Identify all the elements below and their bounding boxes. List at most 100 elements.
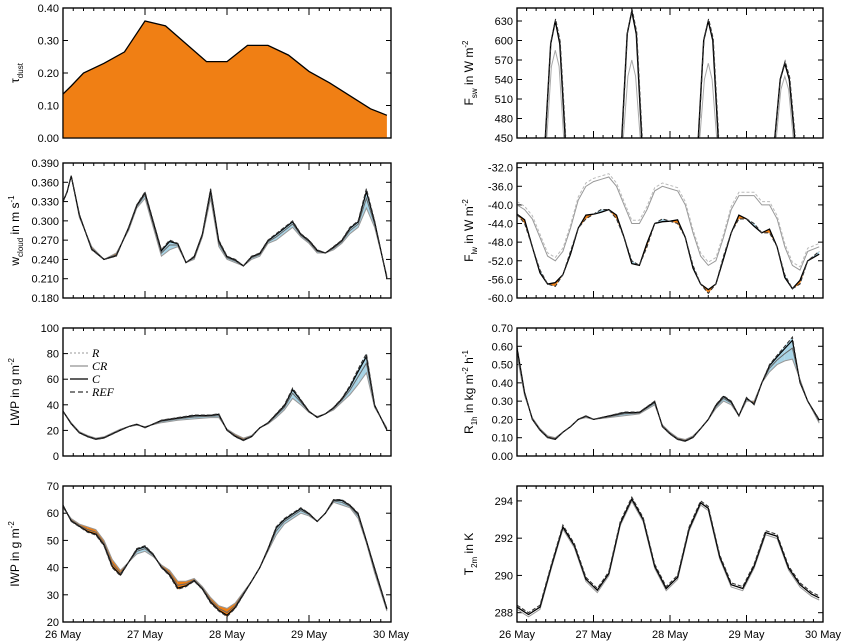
y-axis-label-symbol: R [462,425,476,434]
y-tick-label: 20 [47,425,59,437]
plot-frame [516,485,824,623]
y-axis-label-symbol: T [462,567,476,575]
plot-frame [62,485,392,623]
y-tick-label: 0 [53,451,59,463]
series-line-r [63,371,388,439]
y-tick-label: 0.60 [492,341,513,353]
y-axis-label-text: in W m [462,48,476,89]
y-tick-label: 450 [495,133,513,145]
y-tick-label: 0.00 [38,133,59,145]
y-tick-label: 540 [495,75,513,87]
series-line-ref [698,18,720,137]
y-tick-label: 20 [47,617,59,629]
y-axis-label-sup: -2 [7,357,16,365]
y-axis-label-symbol: F [462,255,476,262]
y-tick-label: 60 [47,374,59,386]
series-line-cr [63,361,388,440]
legend-label: CR [92,359,108,373]
x-tick-label: 26 May [499,629,536,641]
series-line-r [546,50,565,138]
plot-frame [62,162,392,299]
y-tick-label: 60 [47,508,59,520]
series-line-r [517,500,820,618]
y-tick-label: 0.00 [492,451,513,463]
plot-frame [62,162,392,299]
panel-b-axes: 450 480 510 540 570 600 630 [495,7,824,145]
y-axis-label: T2m in K [462,533,479,575]
plot-frame [516,162,824,299]
diff-fill [700,284,709,294]
y-axis-label: wcloud in m s-1 [7,195,25,267]
y-axis-label-symbol: τ [8,78,22,83]
y-axis-label-symbol: w [8,257,22,267]
legend-label: REF [91,385,115,399]
y-tick-label: 288 [495,608,513,620]
series-line-c [517,339,820,442]
y-axis-label-sub: lw [470,247,479,255]
series-line-ref [63,175,388,279]
panel-g-axes: 20 30 40 50 60 70 26 May 27 May 28 May 29 May 30 M… [45,481,410,641]
y-axis-label: IWP in g m-2 [7,521,22,587]
y-axis-label-text: IWP in g m [8,528,22,586]
y-tick-label: -44.0 [488,219,513,231]
y-axis-label-text: in W m [462,206,476,247]
y-tick-label: 50 [47,535,59,547]
y-tick-label: 0.30 [38,36,59,48]
y-tick-label: 0.180 [31,293,59,305]
y-tick-label: 600 [495,36,513,48]
y-tick-label: 0.70 [492,323,513,335]
series-line-ref [63,499,388,618]
y-axis-label: Flw in W m-2 [461,199,479,262]
y-tick-label: 40 [47,400,59,412]
y-tick-label: 70 [47,481,59,493]
plot-frame [516,327,824,457]
y-tick-label: 0.360 [31,177,59,189]
y-tick-label: 100 [41,323,59,335]
y-tick-label: 0.300 [31,216,59,228]
legend-label: R [91,346,100,360]
y-tick-label: 630 [495,16,513,28]
dust-line [63,20,388,116]
series-line-r [699,63,718,138]
legend-label: C [92,372,101,386]
x-tick-label: 26 May [45,629,82,641]
y-axis-label-sup: -2 [461,199,470,207]
y-tick-label: 510 [495,94,513,106]
panel-h-axes: 288 290 292 294 26 May 27 May 28 May 29 May 30 M… [495,485,842,641]
y-axis-label-text: in kg m [462,374,476,416]
panel-g-data [63,499,388,618]
panel-c-data [63,175,388,279]
series-line-ref [517,209,820,295]
y-tick-label: 0.40 [38,3,59,15]
series-line-ref [63,351,388,442]
panel-b-data [544,9,796,138]
y-axis-label-text: in m s [8,202,22,237]
plot-frame [516,485,824,623]
series-line-r [775,74,794,138]
y-axis-label-symbol: F [462,98,476,105]
y-tick-label: 0.210 [31,274,59,286]
y-tick-label: 40 [47,563,59,575]
y-tick-label: -52.0 [488,256,513,268]
y-axis-label: R1h in kg m-2 h-1 [461,350,479,434]
x-tick-label: 27 May [575,629,612,641]
y-tick-label: 30 [47,590,59,602]
series-line-ref [545,18,567,137]
y-tick-label: 570 [495,55,513,67]
series-line-r [622,59,641,138]
y-axis-label: Fsw in W m-2 [461,40,479,105]
y-tick-label: 292 [495,533,513,545]
y-axis-label-sub: 2m [470,556,479,567]
series-line-r [517,176,820,271]
dust-area [63,21,387,138]
y-tick-label: 480 [495,114,513,126]
y-axis-label-sup: -2 [461,40,470,48]
series-line-r [63,501,388,612]
y-axis-label-text: in K [462,533,476,557]
y-axis-label-sub: 1h [470,416,479,425]
y-tick-label: -32.0 [488,163,513,175]
series-line-c [517,497,820,616]
x-tick-label: 28 May [209,629,246,641]
x-tick-label: 28 May [652,629,689,641]
y-tick-label: -60.0 [488,293,513,305]
